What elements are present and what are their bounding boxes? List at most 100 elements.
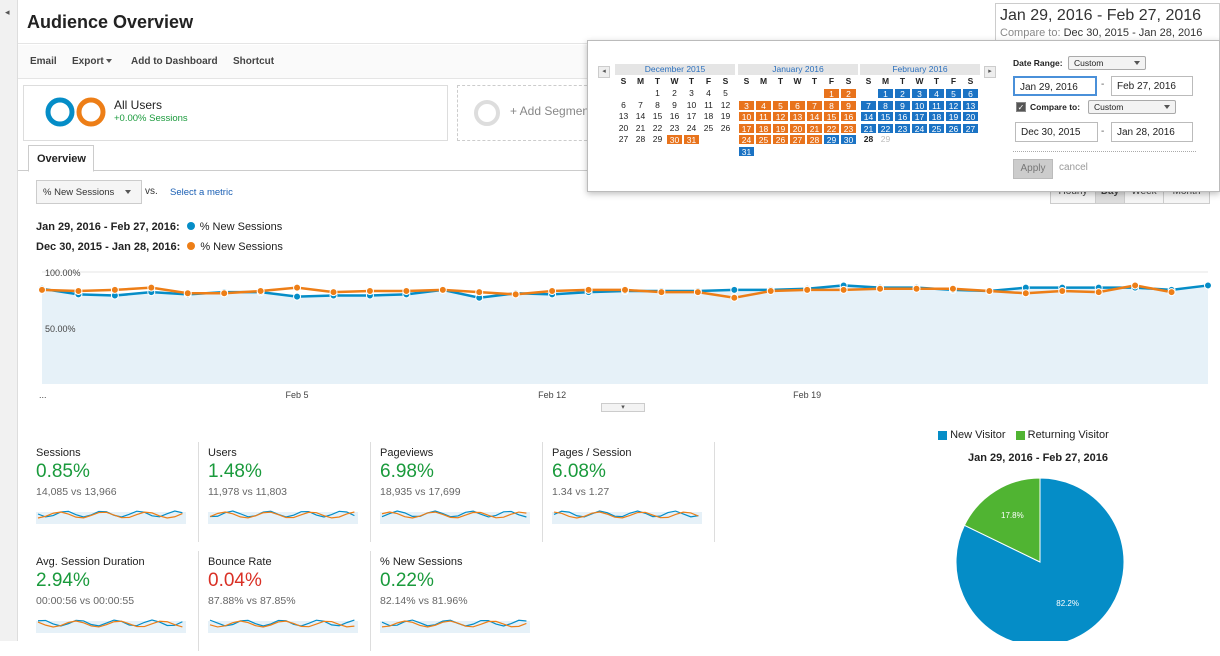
calendar-day[interactable]: 8 <box>655 99 660 110</box>
calendar-day[interactable]: 18 <box>755 122 772 134</box>
calendar-day[interactable]: 13 <box>618 111 629 121</box>
calendar-day[interactable]: 12 <box>945 99 962 111</box>
scorecard--new-sessions[interactable]: % New Sessions 0.22% 82.14% vs 81.96% <box>380 556 548 656</box>
calendar-day[interactable]: 9 <box>840 99 857 111</box>
calendar-day[interactable]: 2 <box>840 88 857 99</box>
calendar-day[interactable]: 18 <box>703 111 714 121</box>
collapse-sidebar-tab[interactable]: ◂ <box>0 0 18 641</box>
point-1-30[interactable] <box>1131 281 1140 290</box>
calendar-day[interactable]: 29 <box>880 134 891 144</box>
calendar-day[interactable]: 6 <box>621 99 626 110</box>
calendar-day[interactable]: 7 <box>638 99 643 110</box>
point-1-19[interactable] <box>730 293 739 302</box>
calendar-day[interactable]: 8 <box>823 99 840 111</box>
chart-collapse-handle[interactable]: ▾ <box>601 403 645 412</box>
point-1-15[interactable] <box>584 285 593 294</box>
compare-start-input[interactable]: Dec 30, 2015 <box>1015 122 1098 142</box>
add-segment-card[interactable]: + Add Segment <box>457 85 592 141</box>
calendar-day[interactable]: 20 <box>789 122 806 134</box>
calendar-day[interactable]: 21 <box>635 122 646 133</box>
point-1-2[interactable] <box>110 285 119 294</box>
point-1-6[interactable] <box>256 287 265 296</box>
pie-slice-1[interactable] <box>963 477 1041 563</box>
point-0-32[interactable] <box>1204 281 1212 290</box>
point-1-5[interactable] <box>220 289 229 298</box>
point-1-0[interactable] <box>38 285 46 294</box>
calendar-day[interactable]: 28 <box>863 134 874 144</box>
end-date-input[interactable]: Feb 27, 2016 <box>1111 76 1193 96</box>
point-1-29[interactable] <box>1094 288 1103 297</box>
point-1-10[interactable] <box>402 287 411 296</box>
calendar-day[interactable]: 24 <box>911 122 928 134</box>
email-button[interactable]: Email <box>30 56 57 67</box>
calendar-day[interactable]: 19 <box>720 111 731 121</box>
point-1-9[interactable] <box>365 287 374 296</box>
scorecard-avg-session-duration[interactable]: Avg. Session Duration 2.94% 00:00:56 vs 00… <box>36 556 204 656</box>
calendar-day[interactable]: 14 <box>806 111 823 122</box>
cancel-link[interactable]: cancel <box>1059 162 1088 173</box>
calendar-day[interactable]: 23 <box>894 122 911 134</box>
calendar-day[interactable]: 25 <box>755 134 772 145</box>
calendar-day[interactable]: 24 <box>686 122 697 133</box>
calendar-day[interactable]: 29 <box>823 134 840 145</box>
point-1-26[interactable] <box>985 287 994 296</box>
point-1-17[interactable] <box>657 288 666 297</box>
calendar-day[interactable]: 21 <box>860 122 877 134</box>
calendar-day[interactable]: 7 <box>806 99 823 111</box>
calendar-day[interactable]: 29 <box>652 134 663 144</box>
calendar-day[interactable]: 11 <box>755 111 772 122</box>
calendar-day[interactable]: 17 <box>911 111 928 122</box>
calendar-day[interactable]: 27 <box>618 134 629 144</box>
export-button[interactable]: Export <box>72 56 113 67</box>
apply-button[interactable]: Apply <box>1013 159 1053 179</box>
point-1-31[interactable] <box>1167 288 1176 297</box>
calendar-day[interactable]: 26 <box>772 134 789 145</box>
scorecard-bounce-rate[interactable]: Bounce Rate 0.04% 87.88% vs 87.85% <box>208 556 376 656</box>
calendar-day[interactable]: 31 <box>683 134 700 145</box>
point-1-28[interactable] <box>1058 287 1067 296</box>
calendar-day[interactable]: 20 <box>618 122 629 133</box>
calendar-day[interactable]: 22 <box>877 122 894 134</box>
calendar-day[interactable]: 27 <box>789 134 806 145</box>
calendar-day[interactable]: 2 <box>894 88 911 99</box>
calendar-day[interactable]: 20 <box>962 111 979 122</box>
scorecard-users[interactable]: Users 1.48% 11,978 vs 11,803 <box>208 447 376 547</box>
calendar-day[interactable]: 19 <box>772 122 789 134</box>
calendar-day[interactable]: 23 <box>840 122 857 134</box>
calendar-day[interactable]: 16 <box>840 111 857 122</box>
calendar-day[interactable]: 7 <box>860 99 877 111</box>
point-1-7[interactable] <box>293 283 302 292</box>
calendar-day[interactable]: 19 <box>945 111 962 122</box>
point-1-11[interactable] <box>438 285 447 294</box>
point-1-14[interactable] <box>548 287 557 296</box>
point-1-21[interactable] <box>803 285 812 294</box>
calendar-day[interactable]: 4 <box>755 99 772 111</box>
calendar-day[interactable]: 11 <box>704 99 713 110</box>
point-1-20[interactable] <box>766 287 775 296</box>
calendar-day[interactable]: 14 <box>635 111 646 121</box>
calendar-day[interactable]: 14 <box>860 111 877 122</box>
calendar-day[interactable]: 17 <box>738 122 755 134</box>
calendar-day[interactable]: 5 <box>772 99 789 111</box>
point-1-3[interactable] <box>147 283 156 292</box>
point-1-1[interactable] <box>74 287 83 296</box>
calendar-day[interactable]: 30 <box>840 134 857 145</box>
point-0-7[interactable] <box>293 292 302 301</box>
scorecard-pages-session[interactable]: Pages / Session 6.08% 1.34 vs 1.27 <box>552 447 720 547</box>
scorecard-pageviews[interactable]: Pageviews 6.98% 18,935 vs 17,699 <box>380 447 548 547</box>
segment-card[interactable]: All Users +0.00% Sessions <box>23 85 448 141</box>
point-1-27[interactable] <box>1021 289 1030 298</box>
calendar-day[interactable]: 30 <box>666 134 683 145</box>
point-0-19[interactable] <box>730 285 739 294</box>
calendar-day[interactable]: 3 <box>738 99 755 111</box>
calendar-day[interactable]: 1 <box>823 88 840 99</box>
calendar-day[interactable]: 1 <box>655 88 660 98</box>
shortcut-button[interactable]: Shortcut <box>233 56 275 67</box>
tab-overview[interactable]: Overview <box>28 145 94 172</box>
add-to-dashboard-button[interactable]: Add to Dashboard <box>131 56 218 67</box>
calendar-day[interactable]: 27 <box>962 122 979 134</box>
calendar-day[interactable]: 5 <box>945 88 962 99</box>
scorecard-sessions[interactable]: Sessions 0.85% 14,085 vs 13,966 <box>36 447 204 547</box>
calendar-day[interactable]: 23 <box>669 122 680 133</box>
calendar-next-button[interactable]: ▸ <box>984 66 996 78</box>
